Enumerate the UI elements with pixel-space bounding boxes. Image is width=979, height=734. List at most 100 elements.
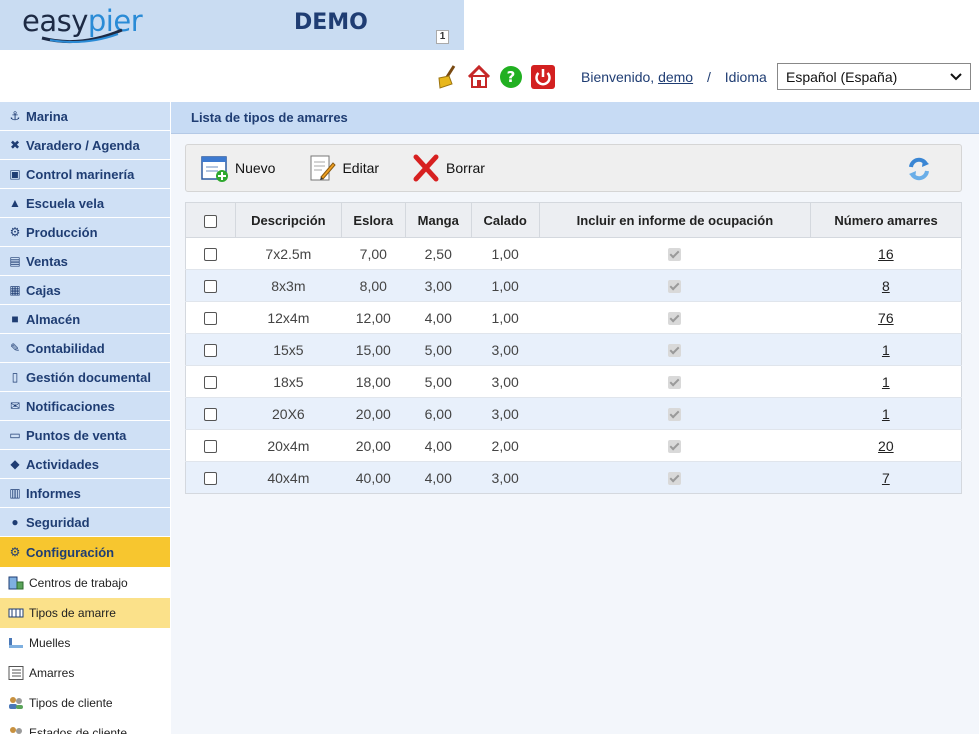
row-select-cell (185, 429, 236, 462)
row-checkbox[interactable] (204, 376, 218, 390)
sidebar-item-puntos-venta[interactable]: ▭ Puntos de venta (0, 421, 170, 450)
mooring-count-link[interactable]: 16 (878, 245, 894, 262)
boxes-icon: ■ (11, 312, 19, 326)
company-name: DEMO (294, 10, 368, 35)
row-checkbox[interactable] (204, 312, 218, 326)
sidebar-subitem-tipos-cliente[interactable]: Tipos de cliente (0, 688, 170, 718)
cell-manga: 6,00 (405, 397, 472, 430)
sidebar-item-seguridad[interactable]: ● Seguridad (0, 508, 170, 537)
new-button[interactable]: Nuevo (200, 145, 275, 191)
table-row[interactable]: 8x3m 8,00 3,00 1,00 8 (185, 269, 962, 302)
sidebar-item-produccion[interactable]: ⚙ Producción (0, 218, 170, 247)
monitor-icon: ▭ (9, 428, 21, 442)
table-row[interactable]: 18x5 18,00 5,00 3,00 1 (185, 365, 962, 398)
sidebar-subitem-amarres[interactable]: Amarres (0, 658, 170, 688)
sidebar-item-label: Control marinería (26, 166, 135, 182)
row-checkbox[interactable] (204, 248, 218, 262)
select-all-header (185, 202, 236, 238)
sidebar-item-varadero[interactable]: ✖ Varadero / Agenda (0, 131, 170, 160)
fish-icon: ◆ (10, 457, 20, 471)
column-header-eslora[interactable]: Eslora (340, 202, 406, 238)
sidebar-subitem-estados-cliente[interactable]: Estados de cliente (0, 718, 170, 734)
row-checkbox[interactable] (204, 408, 218, 422)
svg-text:?: ? (507, 68, 516, 86)
cell-numero-amarres: 8 (810, 269, 962, 302)
sidebar-item-gestion-documental[interactable]: ▯ Gestión documental (0, 363, 170, 392)
row-checkbox[interactable] (204, 472, 218, 486)
row-checkbox[interactable] (204, 440, 218, 454)
cell-numero-amarres: 1 (810, 333, 962, 366)
sidebar-item-escuela-vela[interactable]: ▲ Escuela vela (0, 189, 170, 218)
table-row[interactable]: 7x2.5m 7,00 2,50 1,00 16 (185, 237, 962, 270)
sidebar-item-almacen[interactable]: ■ Almacén (0, 305, 170, 334)
cell-manga: 4,00 (405, 461, 472, 494)
cell-numero-amarres: 1 (810, 397, 962, 430)
production-icon: ⚙ (9, 225, 21, 239)
welcome-text: Bienvenido, demo / Idioma (581, 69, 767, 85)
table-row[interactable]: 40x4m 40,00 4,00 3,00 7 (185, 461, 962, 494)
ship-icon: ⚓ (9, 109, 21, 123)
sidebar-item-actividades[interactable]: ◆ Actividades (0, 450, 170, 479)
mooring-count-link[interactable]: 20 (878, 437, 894, 454)
language-select[interactable]: Español (España) (777, 63, 971, 90)
column-header-descripcion[interactable]: Descripción (234, 202, 342, 238)
sidebar-item-marina[interactable]: ⚓ Marina (0, 102, 170, 131)
sidebar-item-label: Informes (26, 485, 81, 501)
graduation-cap-icon: ▲ (9, 196, 21, 210)
mooring-count-link[interactable]: 1 (881, 373, 890, 390)
mooring-count-link[interactable]: 76 (878, 309, 894, 326)
mooring-count-link[interactable]: 1 (881, 341, 890, 358)
table-row[interactable]: 20X6 20,00 6,00 3,00 1 (185, 397, 962, 430)
sidebar-item-cajas[interactable]: ▦ Cajas (0, 276, 170, 305)
column-header-incluir-informe[interactable]: Incluir en informe de ocupación (538, 202, 812, 238)
column-header-manga[interactable]: Manga (404, 202, 472, 238)
sidebar-subitem-muelles[interactable]: Muelles (0, 628, 170, 658)
envelope-icon: ✉ (9, 399, 21, 413)
broom-icon[interactable] (434, 64, 460, 90)
sidebar-item-notificaciones[interactable]: ✉ Notificaciones (0, 392, 170, 421)
edit-button[interactable]: Editar (307, 145, 379, 191)
table-row[interactable]: 12x4m 12,00 4,00 1,00 76 (185, 301, 962, 334)
sidebar-item-ventas[interactable]: ▤ Ventas (0, 247, 170, 276)
delete-x-icon (411, 153, 441, 183)
help-icon[interactable]: ? (498, 64, 524, 90)
cell-calado: 1,00 (471, 269, 540, 302)
table-row[interactable]: 15x5 15,00 5,00 3,00 1 (185, 333, 962, 366)
select-all-checkbox[interactable] (203, 214, 217, 228)
cell-numero-amarres: 20 (810, 429, 962, 462)
mooring-count-link[interactable]: 1 (881, 405, 890, 422)
sidebar-subitem-tipos-amarre[interactable]: Tipos de amarre (0, 598, 170, 628)
invoice-icon: ▤ (9, 254, 21, 268)
cell-numero-amarres: 7 (810, 461, 962, 494)
company-badge[interactable]: 1 (436, 30, 449, 44)
mooring-count-link[interactable]: 8 (881, 277, 890, 294)
column-header-numero-amarres[interactable]: Número amarres (810, 202, 962, 238)
sidebar-item-configuracion[interactable]: ⚙ Configuración (0, 537, 170, 568)
include-report-checkbox (668, 376, 682, 390)
power-icon[interactable] (530, 64, 556, 90)
table-row[interactable]: 20x4m 20,00 4,00 2,00 20 (185, 429, 962, 462)
row-checkbox[interactable] (204, 280, 218, 294)
sidebar-subitem-centros-trabajo[interactable]: Centros de trabajo (0, 568, 170, 598)
cell-numero-amarres: 1 (810, 365, 962, 398)
sidebar-item-control-marineria[interactable]: ▣ Control marinería (0, 160, 170, 189)
refresh-icon[interactable] (905, 155, 933, 186)
list-icon (8, 666, 24, 680)
gear-icon: ⚙ (9, 545, 21, 559)
row-select-cell (185, 461, 236, 494)
cell-eslora: 7,00 (341, 237, 406, 270)
cell-manga: 4,00 (405, 429, 472, 462)
header-toolbar: ? (434, 64, 556, 90)
sidebar-subitem-label: Centros de trabajo (29, 576, 128, 590)
logo[interactable]: easypier (22, 4, 143, 38)
username-link[interactable]: demo (658, 69, 694, 85)
sidebar-item-informes[interactable]: ▥ Informes (0, 479, 170, 508)
sidebar-item-contabilidad[interactable]: ✎ Contabilidad (0, 334, 170, 363)
delete-button-label: Borrar (446, 160, 485, 176)
delete-button[interactable]: Borrar (411, 145, 485, 191)
home-icon[interactable] (466, 64, 492, 90)
cell-descripcion: 12x4m (235, 301, 342, 334)
mooring-count-link[interactable]: 7 (881, 469, 890, 486)
column-header-calado[interactable]: Calado (470, 202, 540, 238)
row-checkbox[interactable] (204, 344, 218, 358)
